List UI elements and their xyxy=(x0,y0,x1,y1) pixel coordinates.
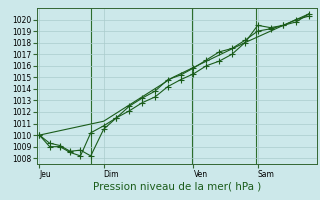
X-axis label: Pression niveau de la mer( hPa ): Pression niveau de la mer( hPa ) xyxy=(93,181,261,191)
